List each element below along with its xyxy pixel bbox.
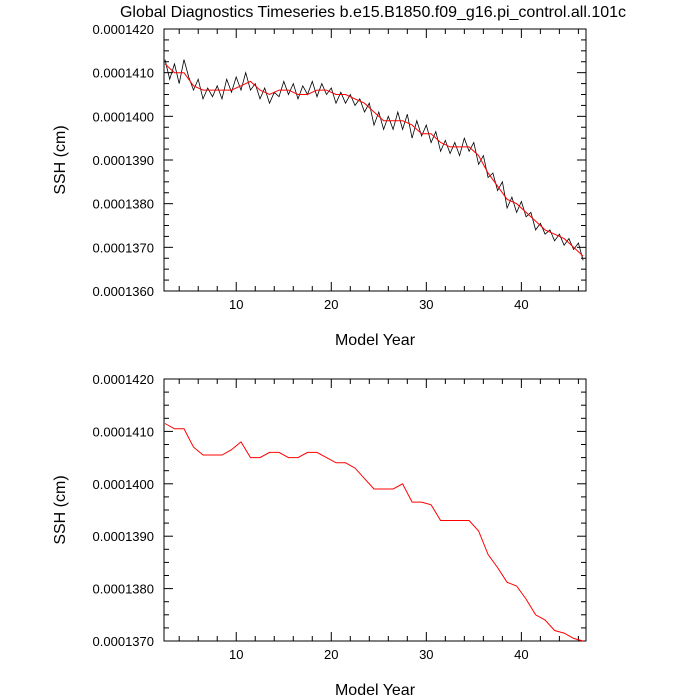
bottom-xtick-label: 30 — [419, 647, 433, 662]
top-x-axis-label: Model Year — [335, 332, 416, 349]
top-xtick-label: 10 — [229, 297, 243, 312]
top-y-axis-label: SSH (cm) — [52, 125, 69, 194]
bottom-xtick-label: 10 — [229, 647, 243, 662]
bottom-y-axis-label: SSH (cm) — [52, 475, 69, 544]
top-axis-ticks: 10 20 30 40 0.0001360 0.0001370 0.0001380 0.000… — [93, 22, 586, 312]
top-ytick-label: 0.0001390 — [93, 153, 154, 168]
bottom-series-annual-mean — [164, 423, 584, 642]
bottom-xtick-label: 20 — [324, 647, 338, 662]
top-xtick-label: 20 — [324, 297, 338, 312]
bottom-ytick-label: 0.0001370 — [93, 634, 154, 649]
top-panel: 10 20 30 40 0.0001360 0.0001370 0.0001380 0.000… — [52, 22, 587, 349]
bottom-ytick-label: 0.0001380 — [93, 582, 154, 597]
top-xtick-label: 30 — [419, 297, 433, 312]
bottom-panel: 10 20 30 40 0.0001370 0.0001380 0.0001390 0.000… — [52, 372, 587, 699]
bottom-plot-frame — [163, 378, 587, 642]
top-ytick-label: 0.0001380 — [93, 197, 154, 212]
top-series-annual-mean — [164, 63, 584, 257]
top-ytick-label: 0.0001370 — [93, 240, 154, 255]
bottom-ytick-label: 0.0001390 — [93, 529, 154, 544]
top-ytick-label: 0.0001400 — [93, 109, 154, 124]
bottom-ytick-label: 0.0001400 — [93, 477, 154, 492]
top-plot-frame — [163, 28, 587, 292]
top-xtick-label: 40 — [514, 297, 528, 312]
top-ytick-label: 0.0001360 — [93, 284, 154, 299]
top-ytick-label: 0.0001420 — [93, 22, 154, 37]
bottom-axis-ticks: 10 20 30 40 0.0001370 0.0001380 0.0001390 0.000… — [93, 372, 586, 662]
top-ytick-label: 0.0001410 — [93, 66, 154, 81]
bottom-x-axis-label: Model Year — [335, 682, 416, 699]
figure-title: Global Diagnostics Timeseries b.e15.B185… — [120, 4, 626, 21]
bottom-xtick-label: 40 — [514, 647, 528, 662]
bottom-series — [164, 423, 584, 642]
top-series — [164, 59, 584, 261]
bottom-ytick-label: 0.0001420 — [93, 372, 154, 387]
bottom-ytick-label: 0.0001410 — [93, 424, 154, 439]
